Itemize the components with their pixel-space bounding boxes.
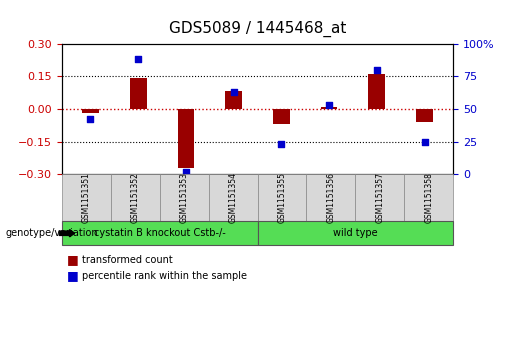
Bar	[273, 109, 290, 124]
Text: GSM1151353: GSM1151353	[180, 172, 188, 223]
Bar	[225, 91, 242, 109]
Text: GSM1151352: GSM1151352	[131, 172, 140, 223]
Point	[420, 139, 428, 144]
Text: GSM1151358: GSM1151358	[424, 172, 433, 223]
Text: GSM1151356: GSM1151356	[327, 172, 335, 223]
Bar	[82, 109, 99, 113]
Text: GSM1151354: GSM1151354	[229, 172, 237, 223]
Point	[230, 89, 238, 95]
Point	[277, 141, 285, 147]
Bar	[416, 109, 433, 122]
Point	[325, 102, 333, 108]
Point	[134, 56, 142, 62]
Text: ■: ■	[67, 253, 79, 266]
Text: transformed count: transformed count	[82, 254, 173, 265]
Text: cystatin B knockout Cstb-/-: cystatin B knockout Cstb-/-	[94, 228, 226, 238]
Point	[373, 67, 381, 73]
Text: GSM1151355: GSM1151355	[278, 172, 286, 223]
Text: GSM1151351: GSM1151351	[82, 172, 91, 223]
Text: percentile rank within the sample: percentile rank within the sample	[82, 271, 247, 281]
Point	[87, 117, 95, 122]
Bar	[178, 109, 194, 168]
Point	[182, 169, 190, 175]
Text: ■: ■	[67, 269, 79, 282]
Bar	[321, 107, 337, 109]
Text: GSM1151357: GSM1151357	[375, 172, 384, 223]
Text: genotype/variation: genotype/variation	[5, 228, 98, 238]
Text: wild type: wild type	[333, 228, 377, 238]
Bar	[368, 74, 385, 109]
Text: GDS5089 / 1445468_at: GDS5089 / 1445468_at	[169, 21, 346, 37]
Bar	[130, 78, 147, 109]
